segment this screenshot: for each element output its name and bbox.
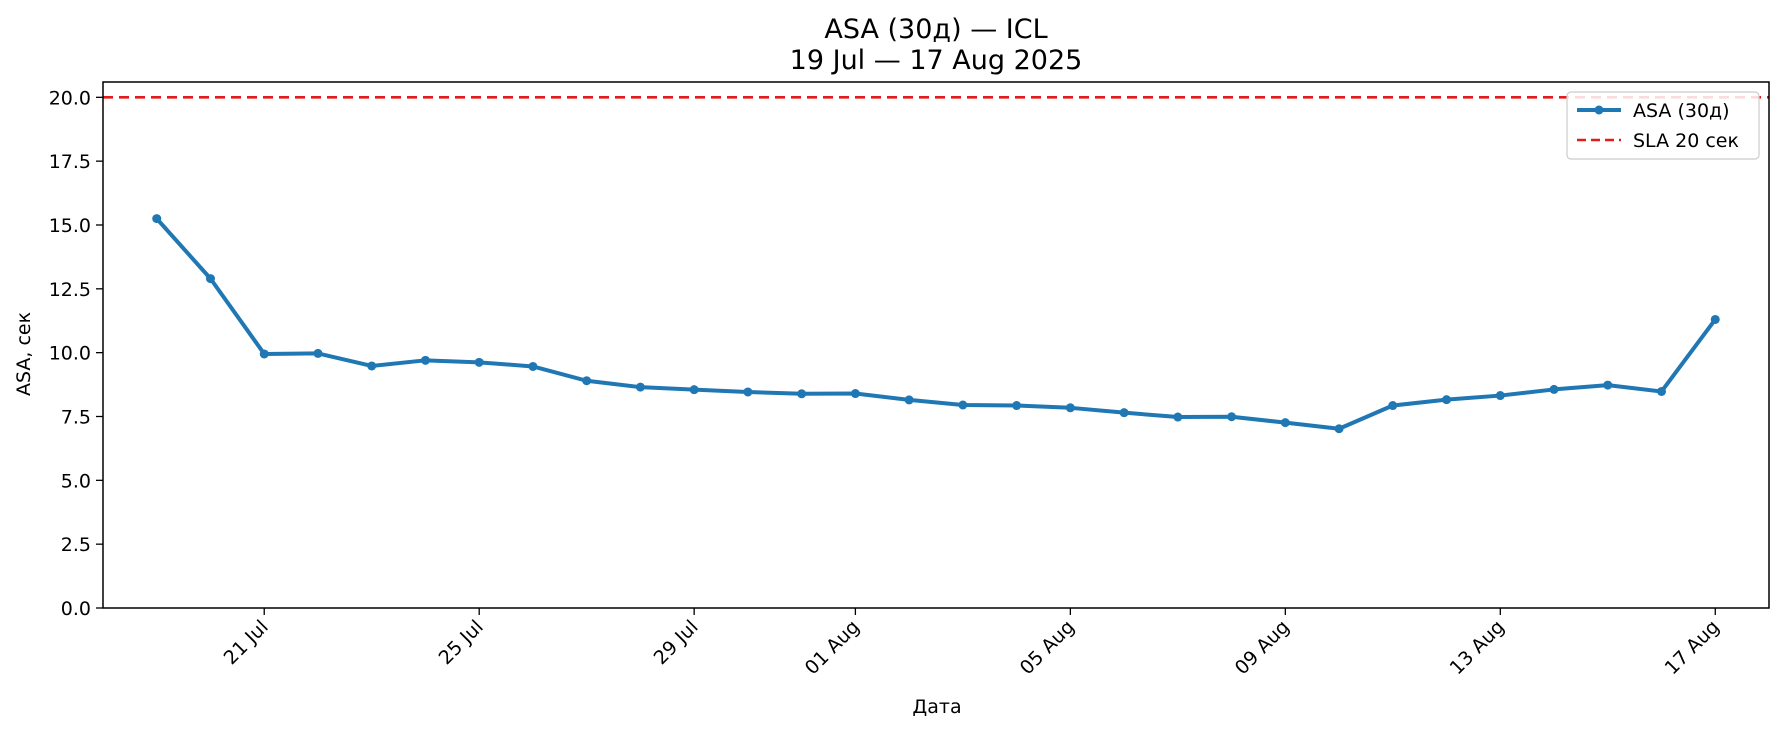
legend: ASA (30д) SLA 20 сек [1566, 91, 1760, 160]
y-axis-label: ASA, сек [13, 312, 35, 396]
x-tick-label: 01 Aug [801, 616, 864, 679]
y-tick-label: 2.5 [61, 534, 91, 556]
data-point [259, 349, 269, 359]
data-point [1495, 391, 1505, 401]
data-point [904, 395, 914, 405]
x-tick-label: 29 Jul [650, 616, 703, 669]
y-tick-label: 5.0 [61, 470, 91, 492]
y-tick-label: 0.0 [61, 598, 91, 620]
y-axis: 0.0 2.5 5.0 7.5 10.0 12.5 15.0 17.5 20.0 [49, 87, 103, 620]
data-point [1065, 403, 1075, 413]
data-point [1280, 418, 1290, 428]
chart-subtitle: 19 Jul — 17 Aug 2025 [790, 45, 1083, 76]
legend-series-marker [1594, 105, 1604, 115]
y-tick-label: 20.0 [49, 87, 91, 109]
data-point [152, 214, 162, 224]
x-tick-label: 13 Aug [1446, 616, 1509, 679]
x-axis-label: Дата [912, 696, 961, 718]
x-tick-label: 21 Jul [220, 616, 273, 669]
data-point [582, 376, 592, 386]
x-tick-label: 25 Jul [435, 616, 488, 669]
data-point [313, 348, 323, 358]
data-point [474, 357, 484, 367]
plot-area [103, 96, 1769, 434]
plot-frame [102, 81, 1770, 609]
data-point [797, 389, 807, 399]
x-tick-label: 05 Aug [1016, 616, 1079, 679]
y-tick-label: 15.0 [49, 215, 91, 237]
data-point [1442, 395, 1452, 405]
data-point [1012, 401, 1022, 411]
data-point [1334, 424, 1344, 434]
y-tick-label: 12.5 [49, 279, 91, 301]
data-point [850, 389, 860, 399]
legend-series-label: ASA (30д) [1633, 100, 1730, 122]
x-tick-label: 17 Aug [1661, 616, 1724, 679]
y-tick-label: 7.5 [61, 406, 91, 428]
data-point [1227, 412, 1237, 422]
x-tick-label: 09 Aug [1231, 616, 1294, 679]
data-point [205, 274, 215, 284]
data-point [1119, 408, 1129, 418]
chart-title: ASA (30д) — ICL [824, 14, 1047, 45]
data-point [1549, 384, 1559, 394]
data-point [635, 382, 645, 392]
y-tick-label: 10.0 [49, 343, 91, 365]
legend-sla-label: SLA 20 сек [1633, 130, 1739, 152]
data-point [1388, 401, 1398, 411]
data-point [1657, 386, 1667, 396]
y-tick-label: 17.5 [49, 151, 91, 173]
data-point [743, 387, 753, 397]
data-point [420, 355, 430, 365]
data-point [1603, 380, 1613, 390]
series-line [154, 216, 1718, 431]
data-point [1710, 314, 1720, 324]
data-point [689, 385, 699, 395]
x-axis: 21 Jul 25 Jul 29 Jul 01 Aug 05 Aug 09 Aug 13 A… [220, 608, 1724, 679]
data-point [958, 400, 968, 410]
data-point [1173, 412, 1183, 422]
data-point [528, 361, 538, 371]
data-point [367, 361, 377, 371]
